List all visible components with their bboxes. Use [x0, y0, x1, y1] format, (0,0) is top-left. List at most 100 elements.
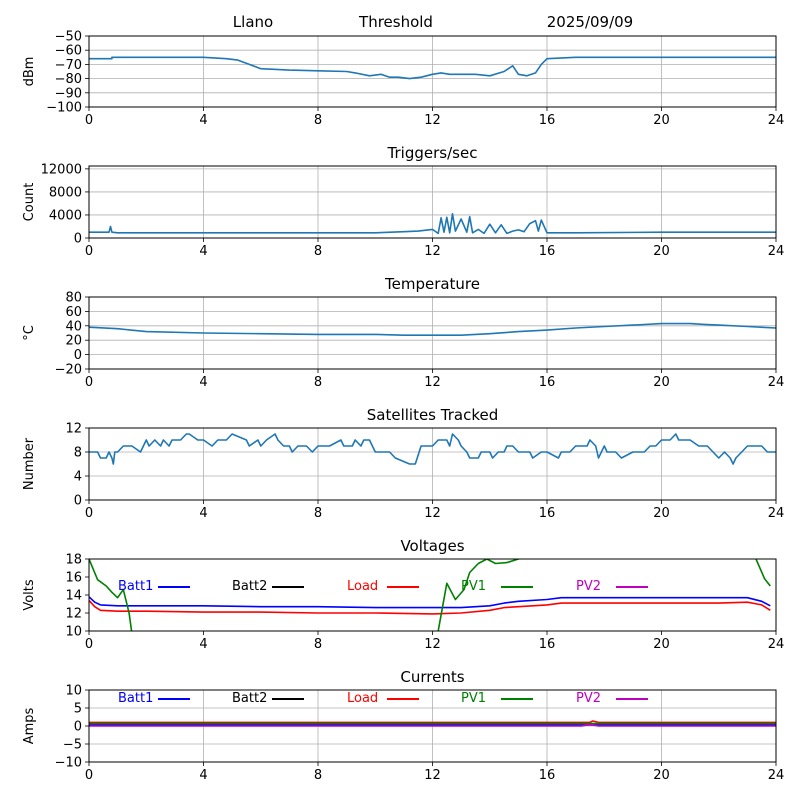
y-tick-label: 18 [65, 553, 82, 568]
x-tick-label: 20 [653, 506, 670, 521]
x-tick-label: 20 [653, 113, 670, 128]
series-line-main [89, 213, 776, 235]
x-tick-label: 4 [199, 506, 207, 521]
legend-label: Batt2 [232, 579, 267, 594]
panel-1: 0 4 8 12 16 20 24 0 4000 8000 12000 Triggers/sec Cou… [22, 144, 784, 259]
panel-title: Temperature [384, 275, 480, 293]
y-tick-label: −50 [55, 30, 82, 45]
y-tick-label: 0 [74, 232, 82, 247]
y-axis-label: dBm [22, 57, 37, 87]
series-line-pv1 [89, 559, 771, 631]
x-tick-label: 16 [539, 506, 556, 521]
y-tick-label: 10 [65, 625, 82, 640]
y-tick-label: 4 [74, 470, 82, 485]
y-tick-label: 8 [74, 446, 82, 461]
y-tick-label: −70 [55, 58, 82, 73]
y-tick-label: 80 [65, 291, 82, 306]
y-tick-label: 8000 [49, 185, 82, 200]
header-station: Llano [233, 13, 273, 31]
y-tick-label: 40 [65, 319, 82, 334]
y-axis-label: Number [22, 437, 37, 490]
x-tick-label: 16 [539, 768, 556, 783]
y-tick-label: 60 [65, 305, 82, 320]
y-tick-label: 10 [65, 684, 82, 699]
x-tick-label: 0 [85, 506, 93, 521]
y-axis-label: °C [22, 325, 37, 341]
plot-area [89, 213, 776, 235]
x-tick-label: 20 [653, 768, 670, 783]
x-tick-label: 4 [199, 637, 207, 652]
header-date: 2025/09/09 [547, 13, 633, 31]
y-tick-label: 12000 [41, 162, 82, 177]
x-tick-label: 24 [768, 506, 785, 521]
x-tick-label: 0 [85, 637, 93, 652]
x-tick-label: 24 [768, 768, 785, 783]
panel-title: Satellites Tracked [367, 406, 498, 424]
series-line-load [89, 599, 771, 615]
x-tick-label: 4 [199, 113, 207, 128]
x-tick-label: 12 [424, 375, 441, 390]
series-line-main [89, 56, 776, 80]
x-tick-label: 12 [424, 768, 441, 783]
y-tick-label: 14 [65, 589, 82, 604]
y-tick-label: −90 [55, 86, 82, 101]
x-tick-label: 20 [653, 244, 670, 259]
x-tick-label: 12 [424, 637, 441, 652]
plot-area [89, 720, 776, 727]
panel-0: 0 4 8 12 16 20 24 −100−90−80−70−60−50 dBm [22, 30, 784, 129]
x-tick-label: 8 [314, 375, 322, 390]
panel-3: 0 4 8 12 16 20 24 0 4 8 12 Satellites Tracked Number [22, 406, 784, 521]
plot-area [89, 56, 776, 80]
x-tick-label: 0 [85, 244, 93, 259]
y-axis-label: Volts [22, 579, 37, 611]
x-tick-label: 24 [768, 113, 785, 128]
x-tick-label: 12 [424, 244, 441, 259]
series-line-batt1 [89, 596, 771, 609]
x-tick-label: 8 [314, 244, 322, 259]
panel-title: Triggers/sec [387, 144, 478, 162]
panel-title: Voltages [400, 537, 464, 555]
y-tick-label: 0 [74, 494, 82, 509]
y-tick-label: −10 [55, 756, 82, 771]
x-tick-label: 0 [85, 375, 93, 390]
x-tick-label: 20 [653, 637, 670, 652]
panel-4: 0 4 8 12 16 20 24 10 12 14 16 18 Voltages Volts Batt1 B… [22, 537, 784, 652]
legend-label: Batt1 [118, 691, 153, 706]
x-tick-label: 0 [85, 768, 93, 783]
legend-label: Load [347, 691, 378, 706]
x-tick-label: 16 [539, 113, 556, 128]
legend-label: PV2 [576, 579, 601, 594]
series-line-load [89, 720, 776, 724]
x-tick-label: 8 [314, 637, 322, 652]
y-tick-label: −100 [46, 101, 82, 116]
y-tick-label: 4000 [49, 208, 82, 223]
legend-label: PV1 [461, 579, 486, 594]
x-tick-label: 4 [199, 244, 207, 259]
y-tick-label: 5 [74, 702, 82, 717]
plot-area [89, 433, 776, 465]
legend-label: Batt1 [118, 579, 153, 594]
x-tick-label: 8 [314, 506, 322, 521]
y-tick-label: 0 [74, 348, 82, 363]
x-tick-label: 16 [539, 244, 556, 259]
x-tick-label: 24 [768, 244, 785, 259]
plot-area [89, 559, 771, 631]
y-axis-label: Amps [22, 707, 37, 744]
x-tick-label: 24 [768, 375, 785, 390]
y-tick-label: 12 [65, 607, 82, 622]
x-tick-label: 12 [424, 113, 441, 128]
legend-label: PV2 [576, 691, 601, 706]
y-tick-label: −5 [63, 738, 82, 753]
y-tick-label: −80 [55, 72, 82, 87]
x-tick-label: 4 [199, 768, 207, 783]
x-tick-label: 8 [314, 768, 322, 783]
x-tick-label: 16 [539, 637, 556, 652]
y-tick-label: 12 [65, 422, 82, 437]
x-tick-label: 8 [314, 113, 322, 128]
x-tick-label: 4 [199, 375, 207, 390]
legend-label: Load [347, 579, 378, 594]
y-tick-label: 20 [65, 334, 82, 349]
